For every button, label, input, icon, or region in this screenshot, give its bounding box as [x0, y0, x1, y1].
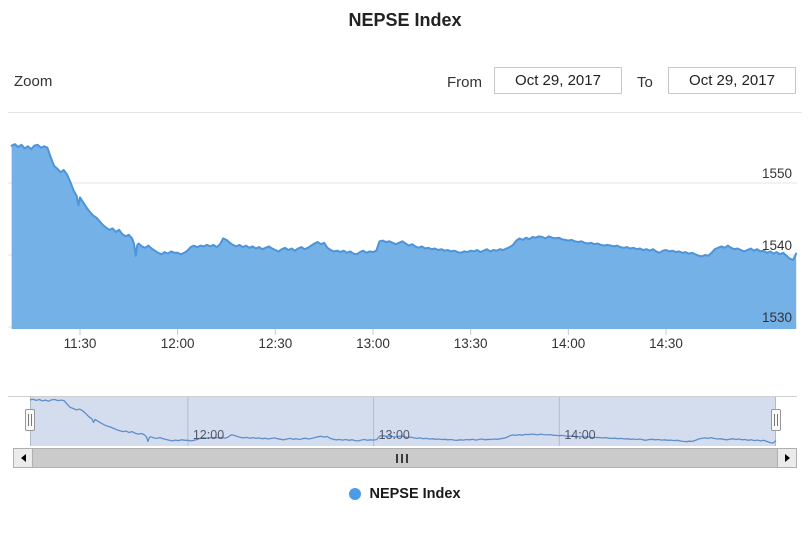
- x-axis-label: 12:00: [160, 336, 195, 351]
- navigator-right-handle[interactable]: [771, 409, 781, 431]
- zoom-label: Zoom: [14, 73, 53, 90]
- to-label: To: [637, 74, 653, 91]
- legend: NEPSE Index: [0, 486, 810, 502]
- scrollbar-grip-icon[interactable]: [396, 453, 408, 463]
- navigator-left-handle[interactable]: [25, 409, 35, 431]
- legend-label: NEPSE Index: [369, 486, 461, 502]
- x-axis-label: 13:30: [453, 336, 488, 351]
- navigator-axis-label: 14:00: [564, 428, 596, 442]
- to-date-input[interactable]: [668, 67, 796, 94]
- right-arrow-icon: [784, 454, 790, 462]
- y-axis-label: 1550: [761, 166, 792, 181]
- navigator-axis-label: 13:00: [378, 428, 410, 442]
- y-axis-label: 1530: [761, 310, 792, 325]
- scrollbar-left-button[interactable]: [13, 448, 33, 468]
- divider-line: [8, 112, 802, 113]
- x-axis-label: 14:00: [551, 336, 586, 351]
- x-axis-label: 12:30: [258, 336, 293, 351]
- from-label: From: [447, 74, 482, 91]
- left-arrow-icon: [20, 454, 26, 462]
- legend-marker-icon: [349, 488, 362, 500]
- x-axis-label: 13:00: [356, 336, 390, 351]
- chart-title: NEPSE Index: [348, 10, 462, 30]
- main-plot-area[interactable]: [8, 130, 797, 328]
- x-axis-label: 11:30: [63, 336, 97, 351]
- scrollbar-right-button[interactable]: [777, 448, 797, 468]
- navigator-axis-label: 12:00: [192, 428, 225, 442]
- y-axis-label: 1540: [761, 238, 792, 253]
- x-axis-label: 14:30: [649, 336, 683, 351]
- legend-item-nepse-index[interactable]: NEPSE Index: [349, 486, 461, 502]
- from-date-input[interactable]: [494, 67, 622, 94]
